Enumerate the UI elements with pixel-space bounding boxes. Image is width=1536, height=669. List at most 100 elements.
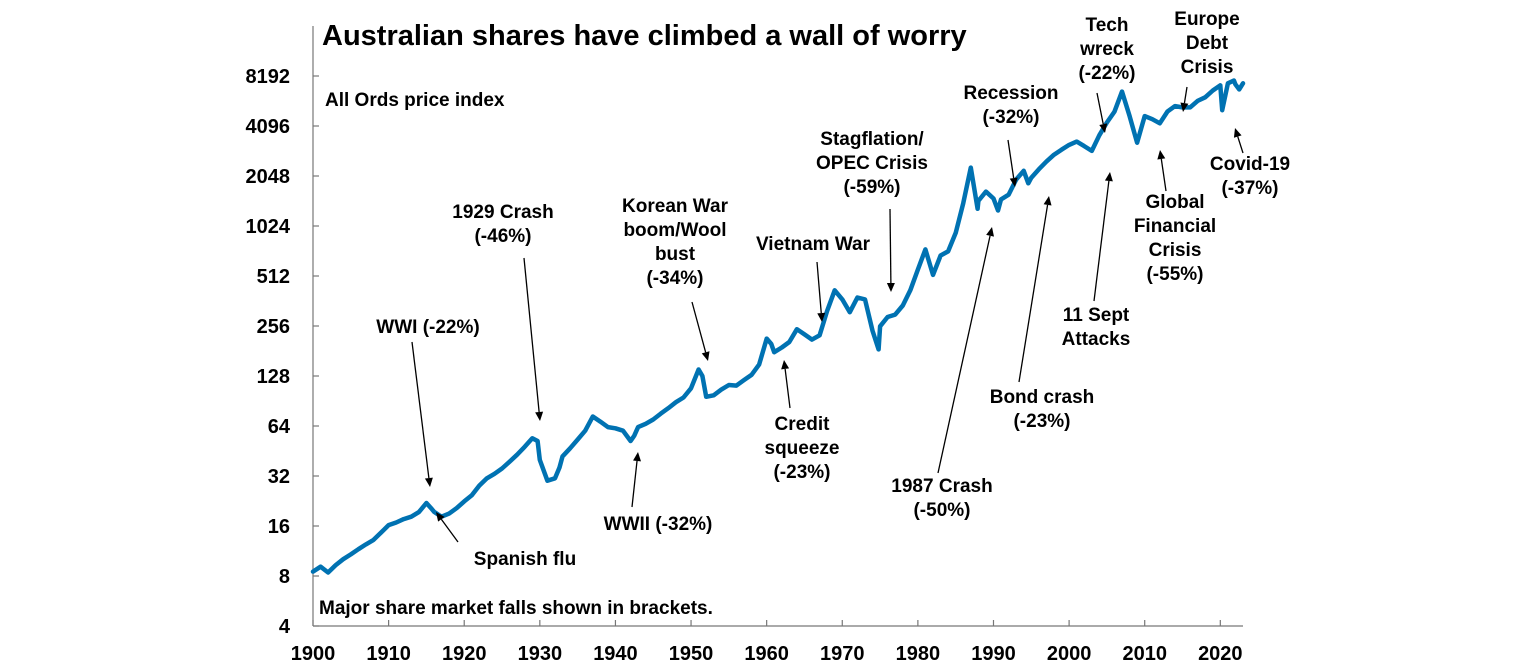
annotation-line: 11 Sept bbox=[1063, 305, 1130, 326]
annotation-arrow-line bbox=[937, 235, 991, 474]
annotation-arrow-head bbox=[1099, 123, 1108, 133]
annotation-arrow-line bbox=[523, 257, 540, 413]
annotation-line: Credit bbox=[775, 414, 831, 435]
annotation-arrow-head bbox=[781, 360, 790, 370]
annotation-line: Bond crash bbox=[990, 387, 1095, 408]
annotation-label: 1929 Crash (-46%) bbox=[452, 202, 553, 247]
y-tick-label: 16 bbox=[268, 516, 290, 538]
annotation: Covid-19 (-37%) bbox=[1210, 128, 1290, 199]
annotation-arrow-head bbox=[701, 351, 710, 361]
annotation-arrow-head bbox=[817, 312, 826, 322]
annotation-line: Financial bbox=[1134, 216, 1216, 237]
x-tick-label: 1980 bbox=[896, 643, 941, 665]
annotation-arrow-head bbox=[1157, 150, 1166, 160]
annotation-arrow-line bbox=[784, 368, 791, 409]
annotation: WWI (-22%) bbox=[376, 317, 480, 487]
x-tick-label: 2020 bbox=[1198, 643, 1243, 665]
annotation-arrow-line bbox=[1160, 158, 1167, 192]
annotation-line: wreck bbox=[1079, 39, 1134, 60]
y-tick-label: 8192 bbox=[246, 66, 291, 88]
annotation-line: (-59%) bbox=[843, 177, 900, 198]
annotation: Europe Debt Crisis bbox=[1174, 9, 1240, 112]
annotation-label: Global Financial Crisis (-55%) bbox=[1134, 192, 1216, 285]
annotation-line: Vietnam War bbox=[756, 234, 871, 255]
annotation-label: Credit squeeze (-23%) bbox=[765, 414, 840, 483]
annotation-line: Stagflation/ bbox=[820, 129, 924, 150]
annotation-label: Recession (-32%) bbox=[963, 83, 1058, 128]
annotation-label: Bond crash (-23%) bbox=[990, 387, 1095, 432]
annotation: Global Financial Crisis (-55%) bbox=[1134, 150, 1216, 285]
annotations: WWI (-22%) Spanish flu 1929 Crash (-46%) WWI… bbox=[376, 9, 1290, 570]
annotation-label: Korean War boom/Wool bust (-34%) bbox=[622, 196, 729, 289]
annotation-line: OPEC Crisis bbox=[816, 153, 928, 174]
annotation-arrow-head bbox=[633, 452, 642, 462]
x-tick-label: 2010 bbox=[1122, 643, 1167, 665]
annotation: Tech wreck (-22%) bbox=[1078, 15, 1136, 133]
annotation-label: WWII (-32%) bbox=[604, 514, 713, 535]
annotation: Spanish flu bbox=[436, 512, 576, 570]
annotation: 11 Sept Attacks bbox=[1062, 172, 1131, 350]
annotation-arrow-head bbox=[1009, 177, 1018, 187]
annotation-arrow-head bbox=[1104, 172, 1113, 182]
annotation-line: WWII (-32%) bbox=[604, 514, 713, 535]
x-tick-label: 1910 bbox=[366, 643, 411, 665]
annotation-arrow-line bbox=[1237, 136, 1244, 154]
annotation-line: Debt bbox=[1186, 33, 1229, 54]
annotation-line: Korean War bbox=[622, 196, 729, 217]
annotation: Credit squeeze (-23%) bbox=[765, 360, 840, 483]
annotation-line: (-46%) bbox=[474, 226, 531, 247]
annotation-arrow-head bbox=[1180, 102, 1189, 112]
chart-subtitle: All Ords price index bbox=[325, 90, 505, 111]
annotation-arrow-head bbox=[424, 477, 433, 487]
annotation-label: Covid-19 (-37%) bbox=[1210, 154, 1290, 199]
y-tick-label: 512 bbox=[257, 266, 290, 288]
annotation-label: Vietnam War bbox=[756, 234, 871, 255]
y-tick-label: 128 bbox=[257, 366, 290, 388]
x-tick-label: 1930 bbox=[518, 643, 563, 665]
x-tick-label: 1960 bbox=[744, 643, 789, 665]
annotation-line: Attacks bbox=[1062, 329, 1131, 350]
annotation-line: 1929 Crash bbox=[452, 202, 553, 223]
y-tick-label: 4096 bbox=[246, 116, 291, 138]
annotation-line: (-22%) bbox=[1078, 63, 1135, 84]
annotation-line: Global bbox=[1145, 192, 1204, 213]
annotation-arrow-line bbox=[816, 261, 822, 314]
y-tick-label: 64 bbox=[268, 416, 291, 438]
chart-title: Australian shares have climbed a wall of… bbox=[322, 20, 967, 52]
annotation-line: squeeze bbox=[765, 438, 840, 459]
annotation-label: 11 Sept Attacks bbox=[1062, 305, 1131, 350]
annotation-label: Spanish flu bbox=[474, 549, 576, 570]
annotation-arrow-line bbox=[691, 301, 707, 353]
annotation-line: (-23%) bbox=[1013, 411, 1070, 432]
annotation-arrow-line bbox=[1018, 204, 1049, 383]
annotation-line: Europe bbox=[1174, 9, 1239, 30]
annotation: 1987 Crash (-50%) bbox=[891, 227, 994, 521]
annotation-line: WWI (-22%) bbox=[376, 317, 479, 338]
y-axis-ticks: 4 8 16 32 64 128 256 512 1024 2048 4096 8192 bbox=[246, 66, 319, 638]
x-tick-label: 1900 bbox=[291, 643, 336, 665]
annotation-arrow-line bbox=[1096, 92, 1104, 125]
annotation-arrow-line bbox=[889, 208, 892, 284]
x-tick-label: 1970 bbox=[820, 643, 865, 665]
annotation-line: Recession bbox=[963, 83, 1058, 104]
annotation-arrow-head bbox=[886, 282, 895, 292]
y-tick-label: 4 bbox=[279, 616, 291, 638]
x-axis-ticks: 1900 1910 1920 1930 1940 1950 1960 1970 1980 1990… bbox=[291, 620, 1243, 665]
annotation-arrow-line bbox=[1183, 86, 1188, 104]
series-line-all-ords bbox=[310, 78, 1246, 575]
annotation: Stagflation/OPEC Crisis (-59%) bbox=[816, 129, 928, 292]
annotation-label: Europe Debt Crisis bbox=[1174, 9, 1239, 78]
annotation-arrow-line bbox=[411, 341, 430, 479]
annotation-line: Tech bbox=[1086, 15, 1129, 36]
annotation-line: (-50%) bbox=[913, 500, 970, 521]
annotation-arrow-head bbox=[436, 512, 445, 522]
y-tick-label: 256 bbox=[257, 316, 290, 338]
annotation-label: WWI (-22%) bbox=[376, 317, 479, 338]
annotation-line: (-55%) bbox=[1146, 264, 1203, 285]
annotation-arrow-line bbox=[1093, 180, 1110, 302]
annotation-label: Stagflation/OPEC Crisis (-59%) bbox=[816, 129, 928, 198]
annotation-line: boom/Wool bbox=[623, 220, 726, 241]
annotation-line: (-37%) bbox=[1221, 178, 1278, 199]
annotation-arrow-head bbox=[986, 227, 994, 237]
y-tick-label: 32 bbox=[268, 466, 290, 488]
